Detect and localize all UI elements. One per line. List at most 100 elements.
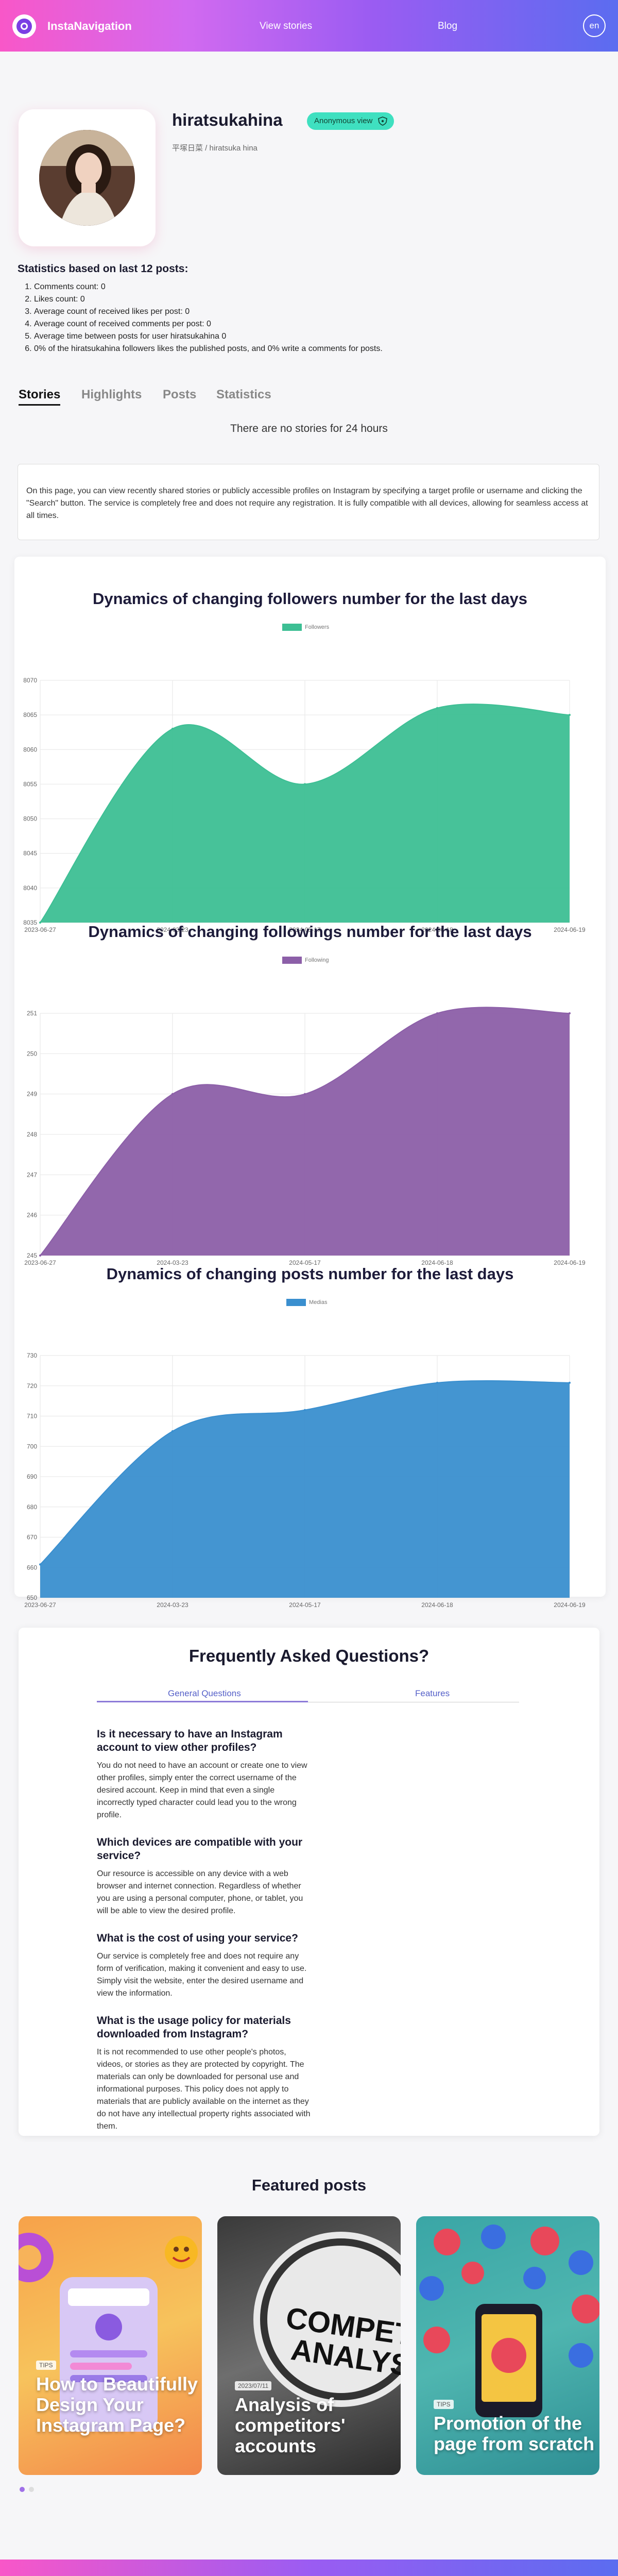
legend-label: Medias [309, 1299, 328, 1306]
faq-question[interactable]: What is the usage policy for materials d… [97, 2015, 291, 2040]
faq-question[interactable]: What is the cost of using your service? [97, 1932, 298, 1944]
avatar-card [19, 109, 156, 246]
y-tick-label: 8050 [23, 815, 37, 823]
nav-blog[interactable]: Blog [438, 21, 458, 31]
faq-answer: You do not need to have an account or cr… [97, 1761, 307, 1819]
brand-name[interactable]: InstaNavigation [47, 20, 132, 32]
card-title[interactable]: How to Beautifully Design Your Instagram… [36, 2373, 198, 2436]
card-title[interactable]: Promotion of the page from scratch [434, 2413, 595, 2454]
data-point [569, 714, 571, 716]
x-tick-label: 2024-03-23 [157, 926, 188, 933]
faq-tab-features[interactable]: Features [415, 1688, 450, 1698]
stats-item: 0% of the hiratsukahina followers likes … [34, 343, 383, 355]
data-point [436, 707, 438, 709]
faq-section: Frequently Asked Questions? General Ques… [19, 1628, 599, 2136]
y-tick-label: 251 [27, 1010, 37, 1017]
language-switcher[interactable]: en [583, 14, 606, 37]
x-tick-label: 2024-06-18 [421, 926, 453, 933]
y-tick-label: 247 [27, 1171, 37, 1178]
series-line [40, 1007, 570, 1256]
x-tick-label: 2023-06-27 [24, 1601, 56, 1609]
chart-title: Dynamics of changing followers number fo… [92, 590, 528, 608]
logo-icon[interactable] [12, 14, 36, 38]
y-tick-label: 8035 [23, 919, 37, 926]
tab-highlights[interactable]: Highlights [81, 388, 142, 402]
data-point [569, 1012, 571, 1014]
y-tick-label: 700 [27, 1443, 37, 1450]
featured-card[interactable]: COMPETITO ANALYSIS 2023/07/11 Analysis o… [217, 2216, 401, 2475]
x-tick-label: 2024-06-19 [554, 1259, 586, 1266]
shield-icon [378, 116, 388, 126]
y-tick-label: 710 [27, 1413, 37, 1420]
series-area [40, 704, 570, 923]
y-tick-label: 8055 [23, 780, 37, 788]
carousel-dot-active[interactable] [20, 2487, 25, 2492]
stats-title: Statistics based on last 12 posts: [18, 263, 188, 275]
footer-bar [0, 2560, 618, 2576]
tab-stories[interactable]: Stories [19, 388, 61, 406]
y-tick-label: 246 [27, 1212, 37, 1219]
x-tick-label: 2023-06-27 [24, 1259, 56, 1266]
carousel-dot[interactable] [29, 2487, 34, 2492]
posts-chart: 650 660 670 680 690 700 710 720 730 2023-06-27 202… [24, 1352, 586, 1609]
y-tick-label: 670 [27, 1534, 37, 1541]
tab-posts[interactable]: Posts [163, 388, 197, 402]
faq-question[interactable]: Which devices are compatible with your s… [97, 1836, 303, 1862]
stats-list: Comments count: 0 Likes count: 0 Average… [26, 281, 383, 355]
profile-username: hiratsukahina [172, 110, 283, 129]
data-point [39, 1563, 41, 1566]
nav-view-stories[interactable]: View stories [260, 21, 313, 31]
featured-card[interactable]: TIPS Promotion of the page from scratch [416, 2216, 599, 2475]
y-tick-label: 8070 [23, 677, 37, 684]
badge-label: Anonymous view [314, 116, 373, 125]
top-header: InstaNavigation View stories Blog en [0, 0, 618, 52]
y-tick-label: 8045 [23, 850, 37, 857]
chart-title: Dynamics of changing posts number for th… [106, 1265, 514, 1283]
stats-item: Comments count: 0 [34, 281, 383, 293]
series-line [40, 1380, 570, 1565]
data-point [304, 1409, 306, 1411]
faq-tab-general[interactable]: General Questions [168, 1688, 241, 1698]
data-point [171, 1093, 174, 1095]
featured-card[interactable]: TIPS How to Beautifully Design Your Inst… [19, 2216, 202, 2475]
followers-chart: 8035 8040 8045 8050 8055 8060 8065 8070 2023-06-… [23, 677, 586, 933]
tab-statistics[interactable]: Statistics [216, 388, 271, 402]
y-tick-label: 249 [27, 1091, 37, 1098]
x-tick-label: 2024-06-18 [421, 1259, 453, 1266]
data-point [39, 922, 41, 924]
faq-answer: It is not recommended to use other peopl… [97, 2048, 311, 2131]
faq-tab-indicator [97, 1701, 308, 1702]
y-tick-label: 8065 [23, 711, 37, 718]
y-tick-label: 8060 [23, 746, 37, 753]
data-point [304, 783, 306, 785]
carousel-dots [20, 2485, 38, 2495]
y-tick-label: 680 [27, 1503, 37, 1511]
stats-item: Average time between posts for user hira… [34, 330, 383, 343]
faq-title: Frequently Asked Questions? [188, 1646, 430, 1665]
x-tick-label: 2024-06-18 [421, 1601, 453, 1609]
likes-illustration [419, 2224, 599, 2417]
data-point [304, 1093, 306, 1095]
y-tick-label: 720 [27, 1382, 37, 1390]
x-tick-label: 2024-05-17 [289, 1601, 321, 1609]
followings-chart: 245 246 247 248 249 250 251 2023-06-27 2024-03-2… [24, 1007, 586, 1266]
faq-answer: Our service is completely free and does … [97, 1952, 307, 1998]
chart-legend: Followers [282, 624, 329, 631]
x-tick-label: 2024-05-17 [289, 926, 321, 933]
data-point [39, 1254, 41, 1257]
anonymous-view-badge: Anonymous view [307, 112, 394, 130]
card-title[interactable]: Analysis of competitors' accounts [235, 2394, 346, 2456]
chart-legend: Medias [286, 1299, 327, 1306]
x-tick-label: 2024-05-17 [289, 1259, 321, 1266]
faq-question[interactable]: Is it necessary to have an Instagram acc… [97, 1728, 283, 1753]
x-tick-label: 2024-03-23 [157, 1601, 188, 1609]
instagram-design-illustration [19, 2233, 198, 2432]
profile-fullname: 平塚日菜 / hiratsuka hina [172, 144, 258, 153]
card-tag: 2023/07/11 [235, 2381, 272, 2390]
card-tag: TIPS [36, 2361, 56, 2370]
legend-swatch [286, 1299, 306, 1306]
x-tick-label: 2023-06-27 [24, 926, 56, 933]
series-line [40, 704, 570, 923]
legend-label: Following [305, 957, 329, 963]
x-tick-label: 2024-06-19 [554, 1601, 586, 1609]
